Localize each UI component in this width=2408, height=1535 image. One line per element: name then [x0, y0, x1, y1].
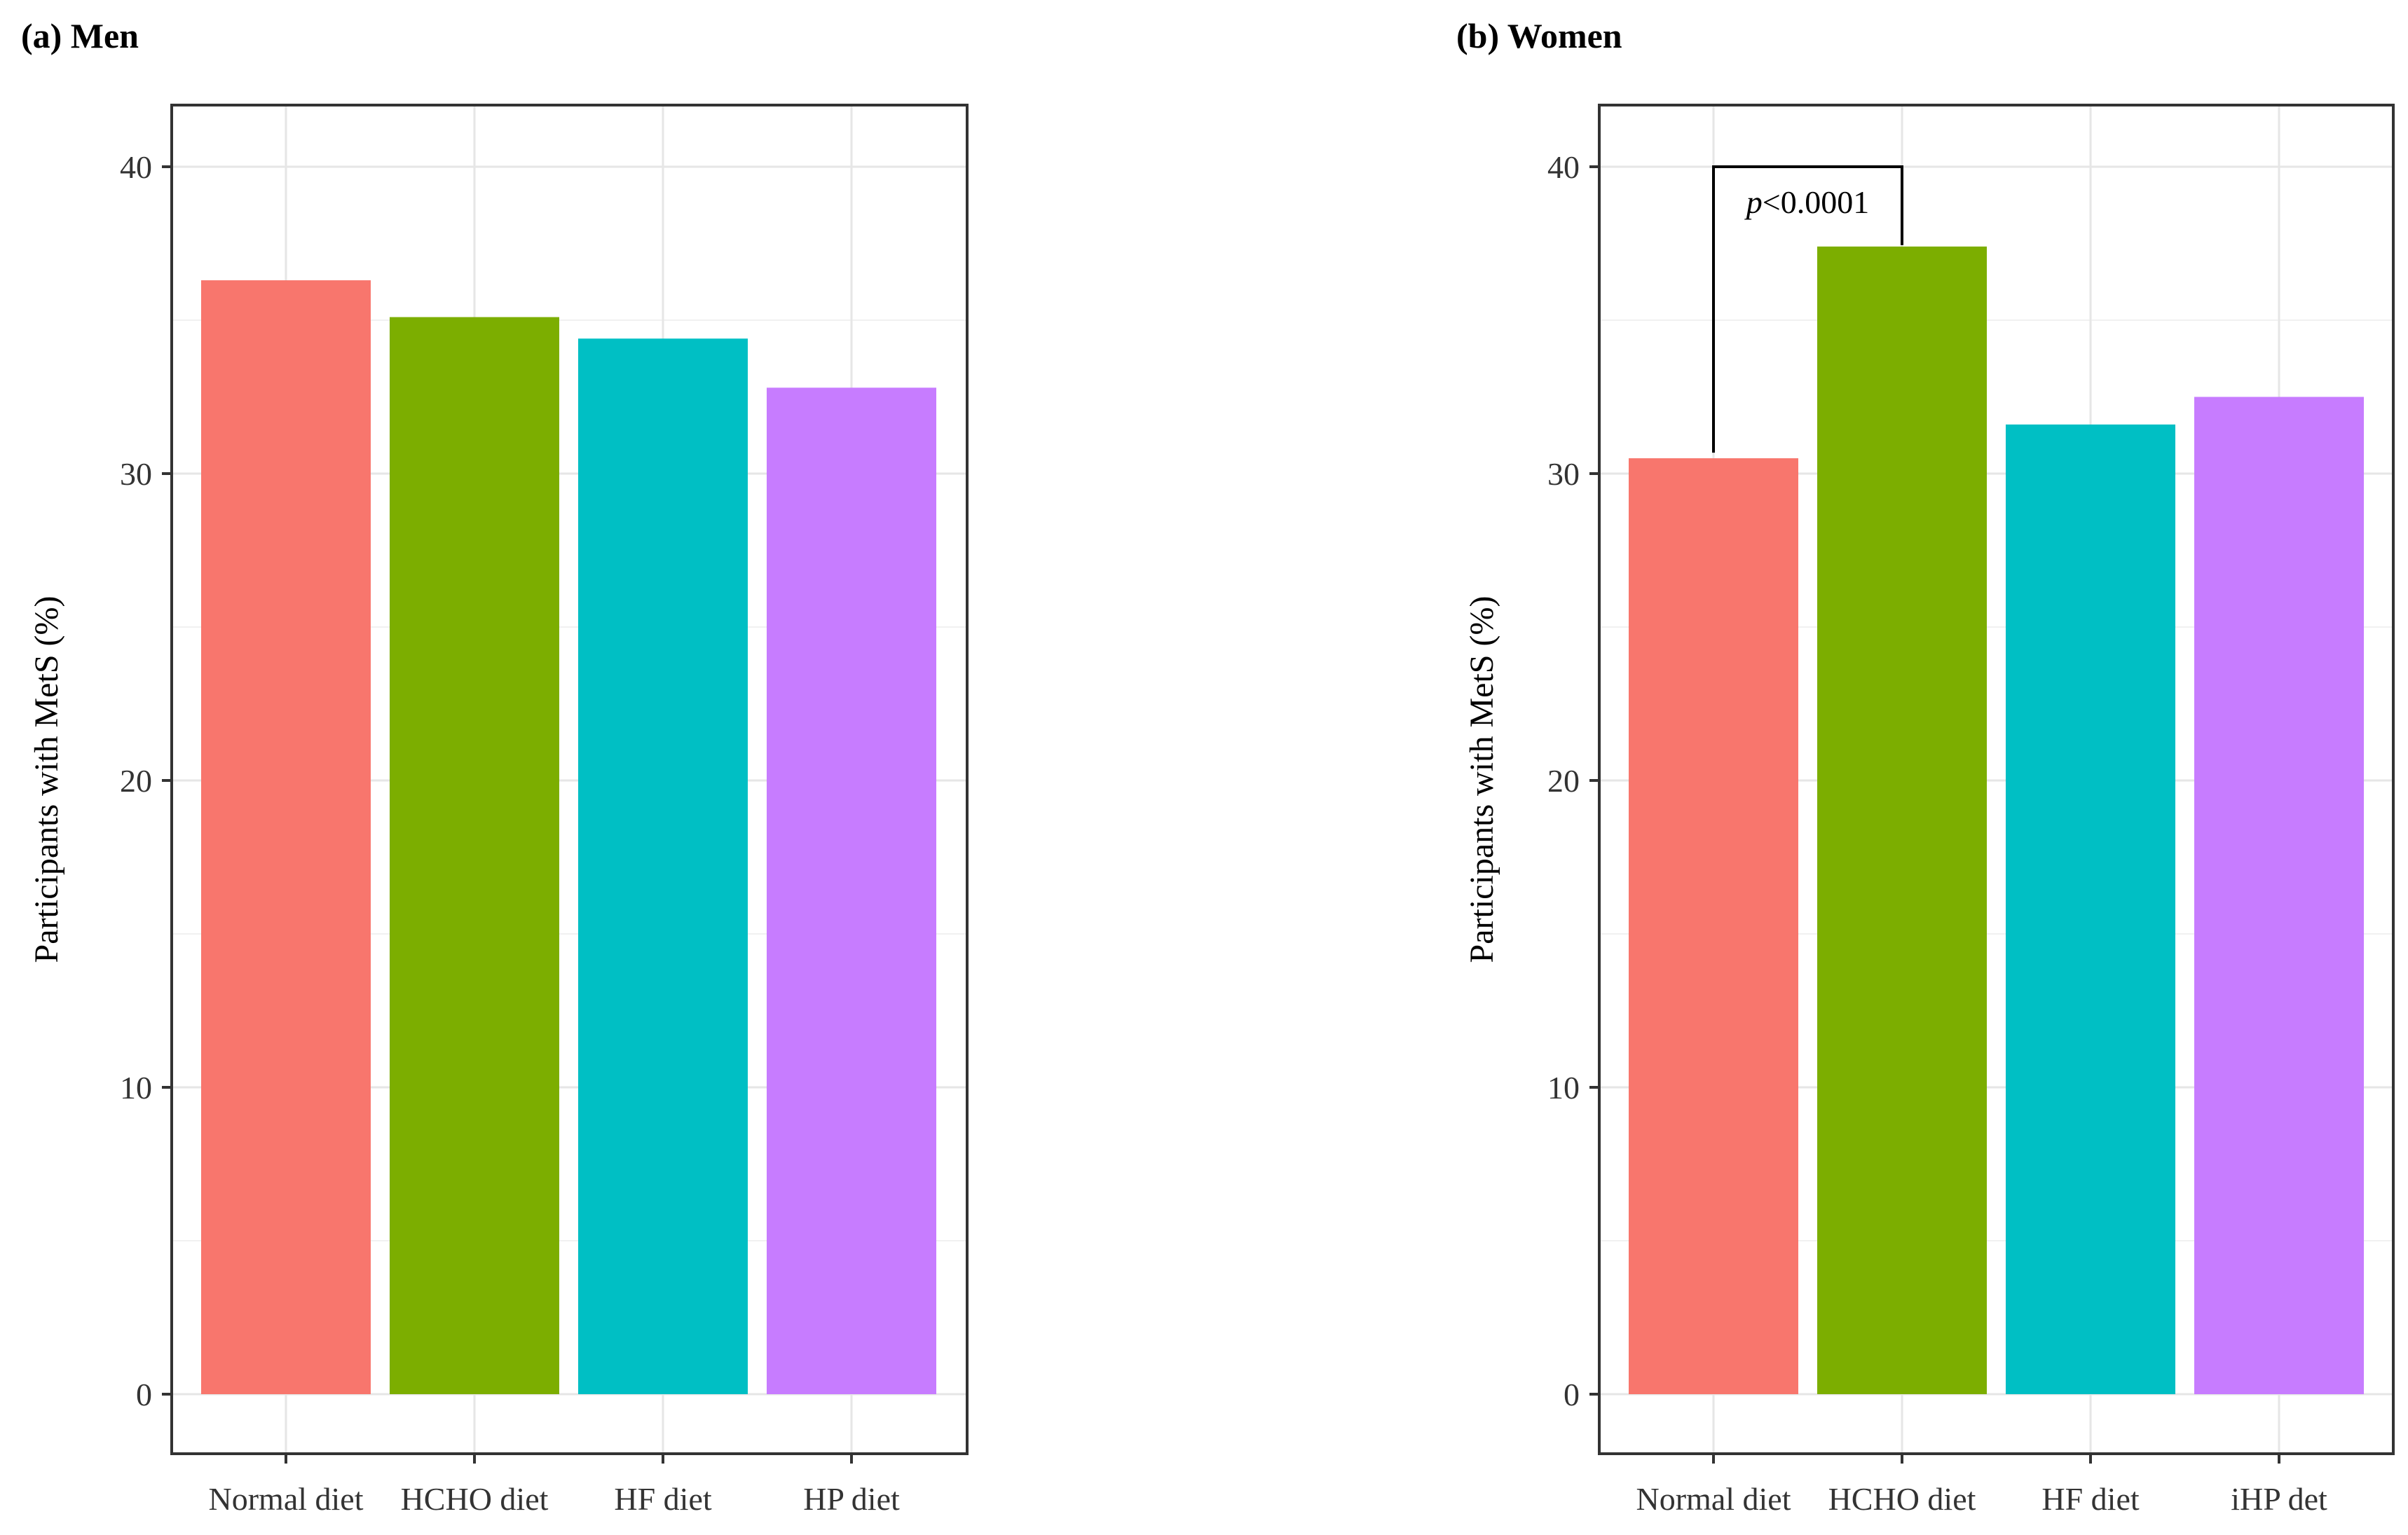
panel-title: (a) Men: [21, 16, 139, 55]
x-tick-label: HCHO diet: [1828, 1481, 1976, 1517]
bar-hcho-diet: [390, 317, 559, 1394]
x-tick-label: HP diet: [803, 1481, 900, 1517]
panel-men: (a) Men 0 10 20 30 40 Normal diet HCHO diet HF d…: [21, 16, 969, 1517]
bar-ihp-det: [2194, 397, 2364, 1394]
y-tick-label: 20: [1547, 763, 1580, 799]
y-tick-label: 10: [120, 1070, 152, 1106]
bar-normal-diet: [201, 280, 371, 1394]
x-tick-label: HCHO diet: [401, 1481, 549, 1517]
bar-hcho-diet: [1817, 246, 1987, 1394]
bar-hp-diet: [767, 387, 936, 1394]
y-axis-title: Participants with MetS (%): [1463, 596, 1500, 963]
x-tick-label: Normal diet: [1636, 1481, 1791, 1517]
y-tick-label: 20: [120, 763, 152, 799]
bar-hf-diet: [2006, 424, 2175, 1395]
bar-hf-diet: [578, 338, 748, 1394]
y-axis-title: Participants with MetS (%): [28, 596, 65, 963]
p-value-label: p<0.0001: [1744, 184, 1869, 220]
y-tick-label: 0: [1564, 1377, 1580, 1412]
significance-bracket: [1712, 165, 1903, 453]
y-tick-label: 30: [120, 456, 152, 492]
x-tick-label: Normal diet: [209, 1481, 364, 1517]
panel-title: (b) Women: [1456, 16, 1622, 55]
y-tick-label: 30: [1547, 456, 1580, 492]
y-tick-label: 40: [1547, 149, 1580, 185]
bar-normal-diet: [1629, 458, 1798, 1394]
x-tick-label: iHP det: [2231, 1481, 2327, 1517]
y-tick-label: 10: [1547, 1070, 1580, 1106]
y-tick-label: 40: [120, 149, 152, 185]
x-tick-label: HF diet: [614, 1481, 712, 1517]
y-tick-label: 0: [136, 1377, 152, 1412]
panel-women: (b) Women 0 10 20 30 40 Normal diet HCHO diet HF…: [1456, 16, 2395, 1517]
x-tick-label: HF diet: [2041, 1481, 2140, 1517]
